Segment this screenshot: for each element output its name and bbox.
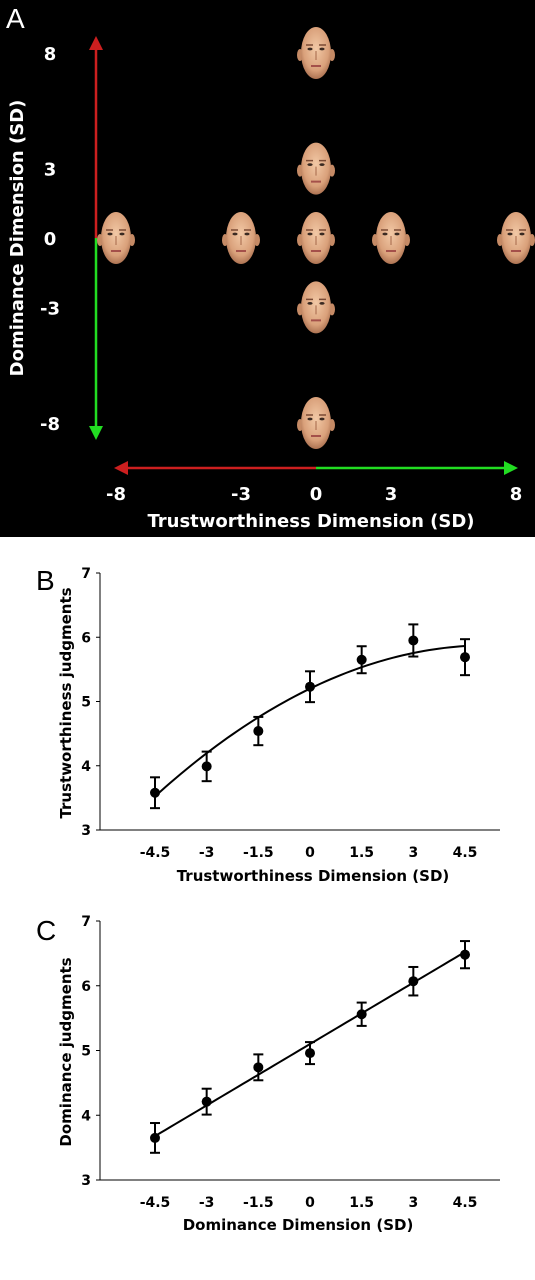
panel-a-y-tick-label: 3 xyxy=(44,160,57,181)
face-stimulus xyxy=(97,212,135,264)
panel-b-data-point xyxy=(356,654,367,665)
panel-b-y-tick-label: 7 xyxy=(81,566,91,582)
panel-a-letter: A xyxy=(6,3,25,34)
panel-c-x-tick-label: -1.5 xyxy=(243,1195,274,1211)
face-stimulus xyxy=(297,397,335,449)
panel-c-y-tick-label: 3 xyxy=(81,1173,91,1189)
panel-b-x-tick-label: 0 xyxy=(305,845,315,861)
panel-b-error-bars xyxy=(150,623,470,810)
panel-b-y-ticks: 3 4 5 6 7 xyxy=(81,566,100,839)
panel-b-y-tick-label: 3 xyxy=(81,823,91,839)
panel-c-data-point xyxy=(460,949,470,960)
panel-b-x-tick-label: -3 xyxy=(199,845,215,861)
panel-c-data-point xyxy=(150,1132,160,1143)
panel-b-data-point xyxy=(305,681,315,692)
panel-b-y-tick-label: 4 xyxy=(81,759,91,775)
panel-c-points xyxy=(150,949,470,1143)
panel-c-y-axis-title: Dominance judgments xyxy=(57,957,75,1146)
panel-b-letter: B xyxy=(36,565,55,596)
panel-b-y-tick-label: 5 xyxy=(81,695,91,711)
panel-a-x-tick-label: 8 xyxy=(510,484,523,505)
panel-b: B 3 4 5 6 7 -4.5 -3 -1.5 0 1.5 3 4.5 Trustworthine… xyxy=(36,565,500,885)
panel-c-x-tick-label: -4.5 xyxy=(140,1195,171,1211)
panel-a-y-tick-label: -8 xyxy=(40,414,60,435)
panel-a-y-tick-label: 0 xyxy=(44,229,57,250)
panel-b-x-ticks: -4.5 -3 -1.5 0 1.5 3 4.5 xyxy=(140,845,478,861)
panel-a-y-tick-label: -3 xyxy=(40,298,60,319)
panel-a-background xyxy=(0,0,535,537)
face-stimulus xyxy=(297,27,335,79)
panel-c-data-point xyxy=(408,976,419,987)
panel-a-x-tick-label: -8 xyxy=(106,484,126,505)
panel-b-x-axis-title: Trustworthiness Dimension (SD) xyxy=(177,867,450,885)
dominance-arrow-down-head xyxy=(89,426,103,440)
face-stimulus xyxy=(297,142,335,195)
panel-c-x-tick-label: 3 xyxy=(408,1195,418,1211)
panel-b-y-tick-label: 6 xyxy=(81,630,91,646)
face-stimulus xyxy=(297,212,335,264)
panel-a: A 8 3 0 -3 -8 -8 -3 0 3 8 Dominance Dimension (S… xyxy=(0,0,535,537)
panel-b-fit-curve xyxy=(154,645,466,798)
panel-c-letter: C xyxy=(36,915,56,946)
panel-c-data-point xyxy=(356,1009,367,1020)
panel-c-x-tick-label: 4.5 xyxy=(453,1195,478,1211)
face-stimulus xyxy=(372,212,410,264)
face-stimulus xyxy=(222,212,260,264)
panel-a-faces xyxy=(97,27,535,449)
panel-c-y-tick-label: 4 xyxy=(81,1108,91,1124)
panel-a-x-ticks: -8 -3 0 3 8 xyxy=(106,484,522,505)
panel-c-y-tick-label: 5 xyxy=(81,1044,91,1060)
panel-c-data-point xyxy=(253,1062,264,1073)
panel-b-points xyxy=(150,635,470,798)
panel-c-x-tick-label: -3 xyxy=(199,1195,215,1211)
panel-b-x-tick-label: -4.5 xyxy=(140,845,171,861)
panel-b-data-point xyxy=(150,787,160,798)
panel-c-x-ticks: -4.5 -3 -1.5 0 1.5 3 4.5 xyxy=(140,1195,478,1211)
panel-b-x-tick-label: -1.5 xyxy=(243,845,274,861)
trust-arrow-right-head xyxy=(504,461,518,475)
trust-arrow-left-head xyxy=(114,461,128,475)
panel-a-x-tick-label: 0 xyxy=(310,484,323,505)
panel-b-data-point xyxy=(460,652,470,663)
panel-a-x-tick-label: -3 xyxy=(231,484,251,505)
panel-c-y-ticks: 3 4 5 6 7 xyxy=(81,914,100,1189)
panel-b-x-tick-label: 3 xyxy=(408,845,418,861)
panel-b-y-axis-title: Trustworthiness judgments xyxy=(57,587,75,818)
panel-a-y-axis-title: Dominance Dimension (SD) xyxy=(7,100,28,377)
panel-b-data-point xyxy=(253,726,264,737)
face-stimulus xyxy=(497,212,535,264)
face-stimulus xyxy=(297,281,335,334)
panel-c-x-tick-label: 1.5 xyxy=(349,1195,374,1211)
panel-a-y-ticks: 8 3 0 -3 -8 xyxy=(40,44,60,435)
panel-b-x-tick-label: 1.5 xyxy=(349,845,374,861)
panel-c-y-tick-label: 7 xyxy=(81,914,91,930)
panel-a-x-axis-title: Trustworthiness Dimension (SD) xyxy=(147,511,474,532)
panel-a-x-tick-label: 3 xyxy=(385,484,398,505)
dominance-arrow-up-head xyxy=(89,36,103,50)
panel-c: C 3 4 5 6 7 -4.5 -3 -1.5 0 1.5 3 4.5 Dominance jud… xyxy=(36,914,500,1234)
panel-b-x-tick-label: 4.5 xyxy=(453,845,478,861)
panel-c-y-tick-label: 6 xyxy=(81,979,91,995)
panel-c-data-point xyxy=(201,1096,212,1107)
panel-a-y-tick-label: 8 xyxy=(44,44,57,65)
panel-b-data-point xyxy=(201,761,212,772)
panel-c-x-axis-title: Dominance Dimension (SD) xyxy=(183,1216,414,1234)
panel-b-data-point xyxy=(408,635,419,646)
panel-c-x-tick-label: 0 xyxy=(305,1195,315,1211)
panel-c-error-bars xyxy=(150,940,470,1154)
panel-c-data-point xyxy=(305,1048,315,1059)
